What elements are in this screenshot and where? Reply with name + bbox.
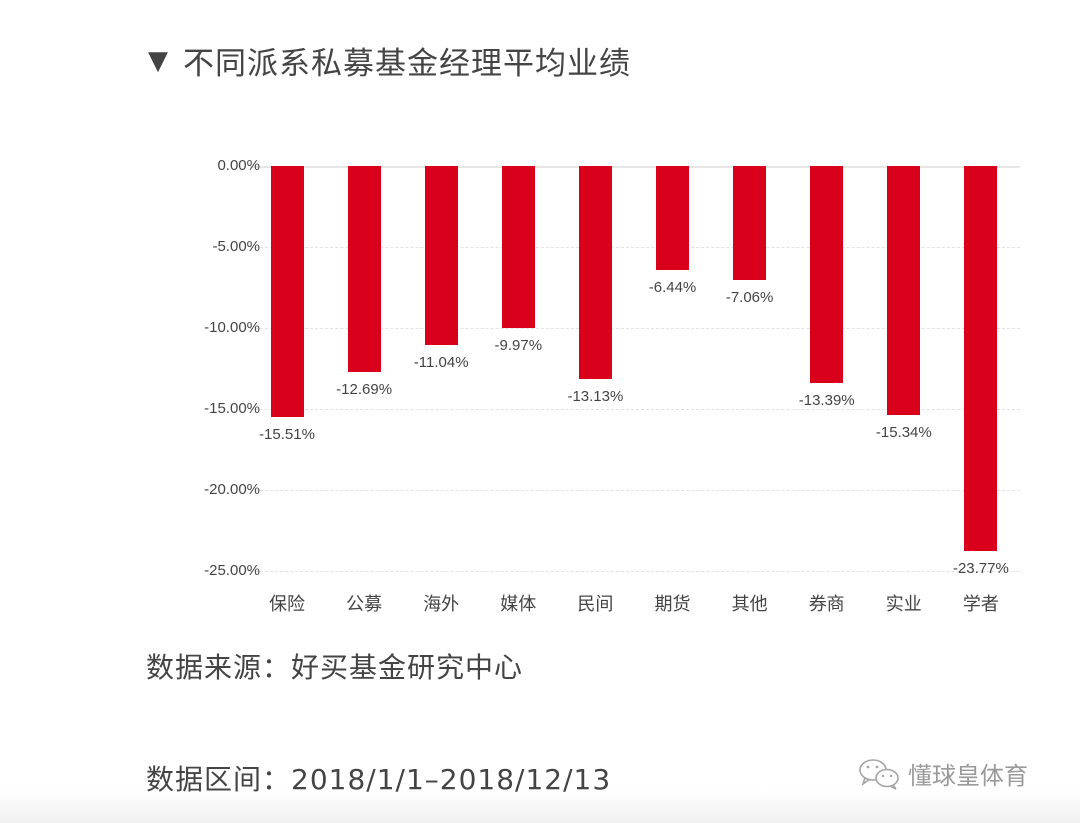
data-label: -11.04% bbox=[413, 353, 469, 371]
bar-chart: 0.00% -5.00% -10.00% -15.00% -20.00% -25.00% … bbox=[204, 157, 1020, 615]
y-tick-label: -25.00% bbox=[204, 562, 260, 579]
triangle-down-icon: ▼ bbox=[148, 45, 169, 76]
y-tick-label: -10.00% bbox=[204, 319, 260, 336]
y-tick-label: 0.00% bbox=[217, 157, 260, 174]
data-source-text: 数据来源：好买基金研究中心 bbox=[146, 651, 524, 684]
x-tick-label: 媒体 bbox=[500, 594, 537, 615]
data-label: -23.77% bbox=[952, 560, 1009, 578]
bar-实业 bbox=[887, 166, 921, 415]
bar-保险 bbox=[270, 166, 304, 418]
wechat-icon bbox=[859, 758, 899, 790]
bottom-fade bbox=[0, 790, 1080, 823]
x-tick-label: 其他 bbox=[731, 594, 768, 615]
x-tick-label: 期货 bbox=[654, 594, 691, 615]
x-tick-label: 实业 bbox=[885, 594, 922, 615]
data-label: -15.51% bbox=[259, 426, 315, 444]
x-tick-label: 海外 bbox=[423, 594, 460, 615]
gridline bbox=[250, 571, 1020, 572]
data-label: -13.13% bbox=[567, 387, 624, 405]
x-tick-label: 民间 bbox=[577, 594, 614, 615]
gridline bbox=[250, 247, 1020, 248]
gridline bbox=[250, 166, 1020, 168]
bar-券商 bbox=[810, 166, 844, 383]
x-tick-label: 券商 bbox=[808, 594, 845, 615]
bar-公募 bbox=[347, 166, 381, 372]
bar-海外 bbox=[424, 166, 458, 345]
y-tick-label: -15.00% bbox=[204, 400, 260, 417]
watermark: 懂球皇体育 bbox=[858, 756, 1028, 791]
x-tick-label: 保险 bbox=[269, 594, 305, 615]
bar-学者 bbox=[964, 166, 998, 552]
gridline bbox=[250, 490, 1020, 491]
bar-期货 bbox=[656, 166, 689, 271]
watermark-text: 懂球皇体育 bbox=[908, 762, 1028, 790]
bar-其他 bbox=[733, 166, 767, 281]
bar-民间 bbox=[578, 166, 612, 379]
data-period-text: 数据区间：2018/1/1–2018/12/13 bbox=[146, 763, 612, 796]
data-label: -12.69% bbox=[336, 380, 393, 398]
data-label: -6.44% bbox=[648, 279, 697, 297]
y-tick-label: -5.00% bbox=[212, 238, 260, 255]
data-label: -7.06% bbox=[725, 289, 774, 307]
bar-媒体 bbox=[501, 166, 535, 328]
x-tick-label: 学者 bbox=[962, 594, 999, 615]
gridline bbox=[250, 409, 1020, 410]
chart-title: 不同派系私募基金经理平均业绩 bbox=[183, 46, 631, 82]
data-label: -13.39% bbox=[798, 391, 855, 409]
data-label: -15.34% bbox=[875, 423, 932, 441]
gridline bbox=[250, 328, 1020, 329]
data-label: -9.97% bbox=[494, 336, 543, 354]
x-tick-label: 公募 bbox=[346, 594, 383, 615]
y-tick-label: -20.00% bbox=[204, 481, 260, 498]
chart-heading: ▼ 不同派系私募基金经理平均业绩 bbox=[148, 38, 631, 83]
